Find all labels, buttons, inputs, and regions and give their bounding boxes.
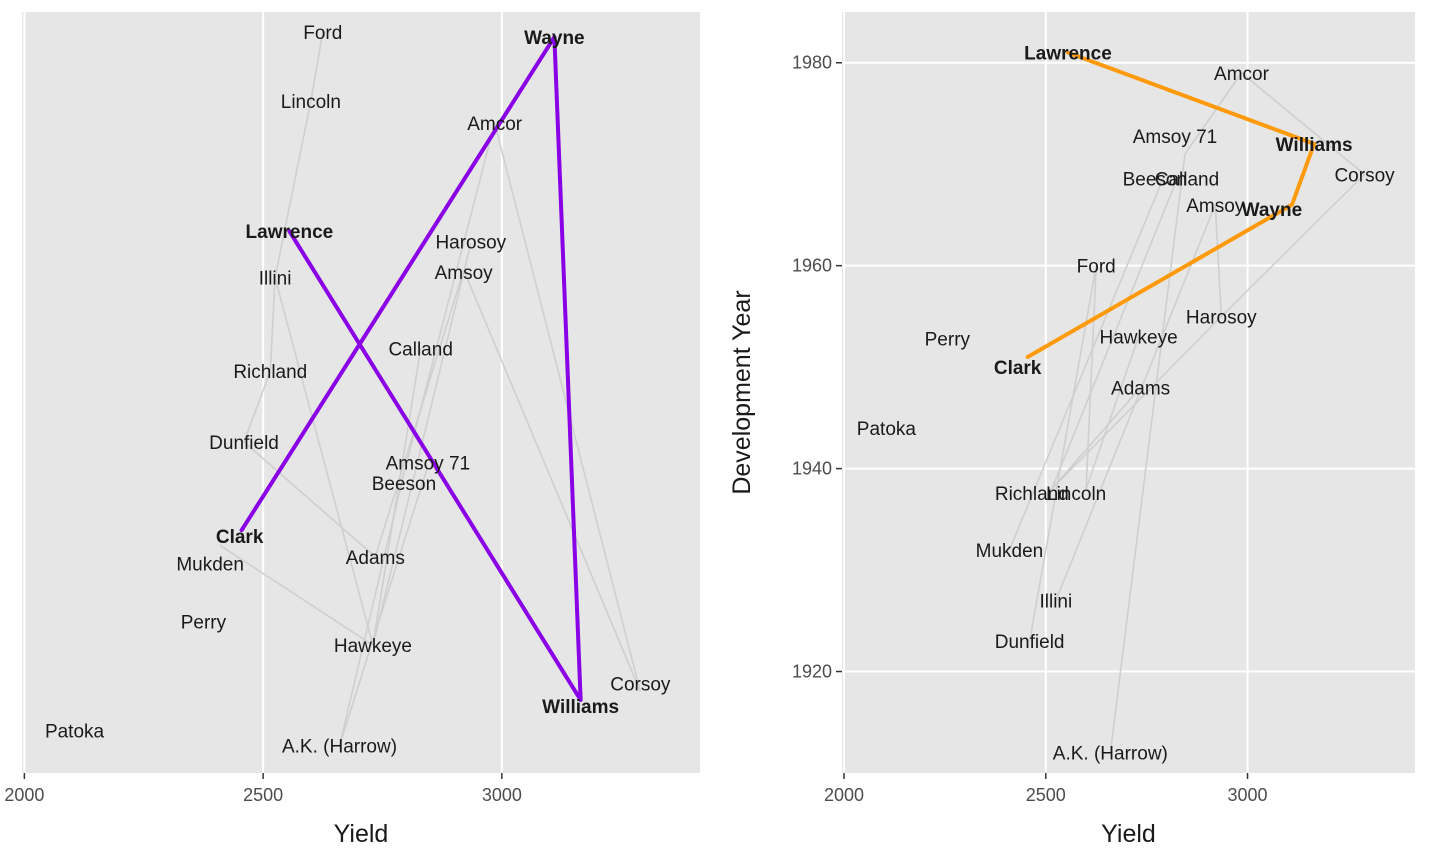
left-point-label-amsoy: Amsoy <box>435 263 494 284</box>
right-point-label-hawkeye: Hawkeye <box>1100 328 1178 349</box>
right-point-label-amcor: Amcor <box>1214 64 1270 85</box>
right-point-label-corsoy: Corsoy <box>1334 165 1395 186</box>
right-x-tick-label-3000: 3000 <box>1228 785 1268 805</box>
right-point-label-beeson: Beeson <box>1123 169 1187 190</box>
right-y-tick-label-1940: 1940 <box>792 459 832 479</box>
right-connector-ford-dunfield <box>1028 265 1098 642</box>
right-connector-amcor-corsoy <box>1240 72 1366 175</box>
left-panel-background <box>22 12 700 773</box>
right-x-tick-label-2000: 2000 <box>824 785 864 805</box>
right-point-label-calland: Calland <box>1155 169 1219 190</box>
left-point-label-illini: Illini <box>259 269 292 290</box>
left-connector-illini-richland <box>269 277 276 372</box>
right-y-axis-title: Development Year <box>728 290 756 494</box>
left-point-label-amsoy-71: Amsoy 71 <box>386 453 470 474</box>
right-point-label-mukden: Mukden <box>976 541 1044 562</box>
left-connector-calland-hawkeye <box>372 348 422 646</box>
left-connector-mukden-hawkeye <box>219 544 374 646</box>
left-point-label-perry: Perry <box>181 613 227 634</box>
left-connector-dunfield-adams <box>243 441 376 558</box>
left-x-tick-label-2000: 2000 <box>4 785 44 805</box>
left-point-label-mukden: Mukden <box>176 554 244 575</box>
right-point-label-patoka: Patoka <box>857 419 917 440</box>
right-point-label-perry: Perry <box>925 330 971 351</box>
right-x-axis-title: Yield <box>1101 820 1156 848</box>
right-connector-amsoy-71-a-k-harrow <box>1109 153 1186 753</box>
right-point-label-adams: Adams <box>1111 378 1170 399</box>
left-connector-amsoy-71-a-k-harrow <box>338 466 429 746</box>
right-connector-calland-richland <box>1051 174 1180 490</box>
right-point-label-illini: Illini <box>1039 592 1072 613</box>
right-y-tick-label-1960: 1960 <box>792 256 832 276</box>
left-point-label-corsoy: Corsoy <box>610 675 671 696</box>
left-point-label-lawrence: Lawrence <box>246 222 334 243</box>
left-point-label-wayne: Wayne <box>524 28 585 49</box>
right-panel-background <box>842 12 1415 773</box>
left-connector-lincoln-illini <box>274 100 312 278</box>
right-connector-amcor-amsoy-71 <box>1184 72 1243 155</box>
left-highlight-path <box>239 35 583 702</box>
left-point-label-a-k-harrow: A.K. (Harrow) <box>282 737 397 758</box>
left-point-label-williams: Williams <box>542 697 619 718</box>
left-point-label-beeson: Beeson <box>372 474 436 495</box>
left-point-label-patoka: Patoka <box>45 721 105 742</box>
right-connector-corsoy-harosoy <box>1220 173 1366 317</box>
left-point-label-hawkeye: Hawkeye <box>334 636 412 657</box>
left-point-label-calland: Calland <box>388 339 452 360</box>
right-point-label-amsoy: Amsoy <box>1186 196 1245 217</box>
left-connector-amsoy-adams <box>374 269 465 558</box>
right-point-label-clark: Clark <box>994 358 1042 379</box>
right-point-label-williams: Williams <box>1276 135 1353 156</box>
right-point-label-harosoy: Harosoy <box>1186 307 1257 328</box>
left-point-label-richland: Richland <box>233 362 307 383</box>
right-point-label-wayne: Wayne <box>1242 200 1303 221</box>
left-point-label-amcor: Amcor <box>467 114 523 135</box>
left-x-tick-label-2500: 2500 <box>243 785 283 805</box>
right-point-label-ford: Ford <box>1077 257 1116 278</box>
left-connector-richland-dunfield <box>243 370 272 443</box>
left-panel: 2000 2500 3000 Ford Wayne Lincoln Amcor Lawrenc… <box>4 12 700 848</box>
right-connector-hawkeye-lincoln <box>1085 336 1140 490</box>
right-point-label-a-k-harrow: A.K. (Harrow) <box>1053 744 1168 765</box>
right-y-tick-label-1920: 1920 <box>792 662 832 682</box>
right-point-label-lawrence: Lawrence <box>1024 44 1112 65</box>
right-y-tick-label-1980: 1980 <box>792 53 832 73</box>
left-connector-illini-hawkeye <box>274 277 374 646</box>
left-point-label-adams: Adams <box>346 548 405 569</box>
left-connector-ford-lincoln <box>310 31 324 102</box>
left-point-label-harosoy: Harosoy <box>435 232 506 253</box>
left-point-label-clark: Clark <box>216 527 264 548</box>
left-x-axis-title: Yield <box>334 820 389 848</box>
right-point-label-richland: Richland <box>995 484 1069 505</box>
left-connector-beeson-a-k-harrow <box>338 472 405 746</box>
left-connector-amsoy-corsoy <box>462 269 642 692</box>
left-point-label-dunfield: Dunfield <box>209 433 279 454</box>
right-panel: 2000 2500 3000 1920 1940 1960 1980 Lawrence Amco… <box>728 12 1415 848</box>
right-x-tick-label-2500: 2500 <box>1026 785 1066 805</box>
right-highlight-path <box>1025 50 1317 359</box>
right-connector-adams-richland <box>1051 386 1142 490</box>
right-point-label-lincoln: Lincoln <box>1046 484 1106 505</box>
right-connector-harosoy-richland <box>1051 315 1222 490</box>
left-point-label-ford: Ford <box>303 23 342 44</box>
left-x-tick-label-3000: 3000 <box>482 785 522 805</box>
right-point-label-dunfield: Dunfield <box>995 632 1065 653</box>
left-point-label-lincoln: Lincoln <box>281 92 341 113</box>
right-connector-amsoy-harosoy <box>1214 204 1223 317</box>
right-point-label-amsoy-71: Amsoy 71 <box>1133 127 1217 148</box>
right-connector-beeson-mukden <box>1008 174 1166 551</box>
